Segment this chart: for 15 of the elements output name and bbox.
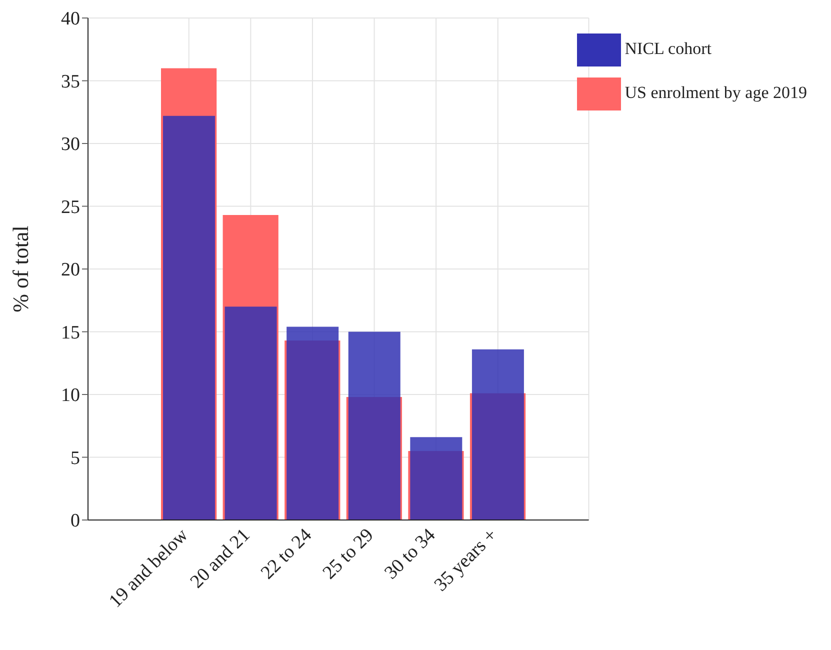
y-tick-label: 30 bbox=[61, 134, 80, 156]
x-tick-label: 22 to 24 bbox=[257, 524, 316, 584]
y-tick-label: 0 bbox=[70, 510, 80, 532]
y-tick-label: 35 bbox=[61, 71, 80, 92]
x-tick-label: 20 and 21 bbox=[186, 524, 254, 593]
x-tick-label: 25 to 29 bbox=[318, 524, 378, 584]
legend-label: US enrolment by age 2019 bbox=[624, 82, 807, 102]
y-tick-label: 20 bbox=[61, 260, 80, 281]
legend-label: NICL cohort bbox=[624, 38, 712, 58]
y-tick-label: 15 bbox=[61, 322, 80, 344]
y-axis-title: % of total bbox=[8, 226, 33, 312]
y-tick-label: 25 bbox=[61, 196, 80, 218]
y-tick-label: 40 bbox=[61, 8, 80, 30]
y-tick-label: 5 bbox=[70, 448, 80, 469]
y-tick-label: 10 bbox=[61, 385, 80, 406]
